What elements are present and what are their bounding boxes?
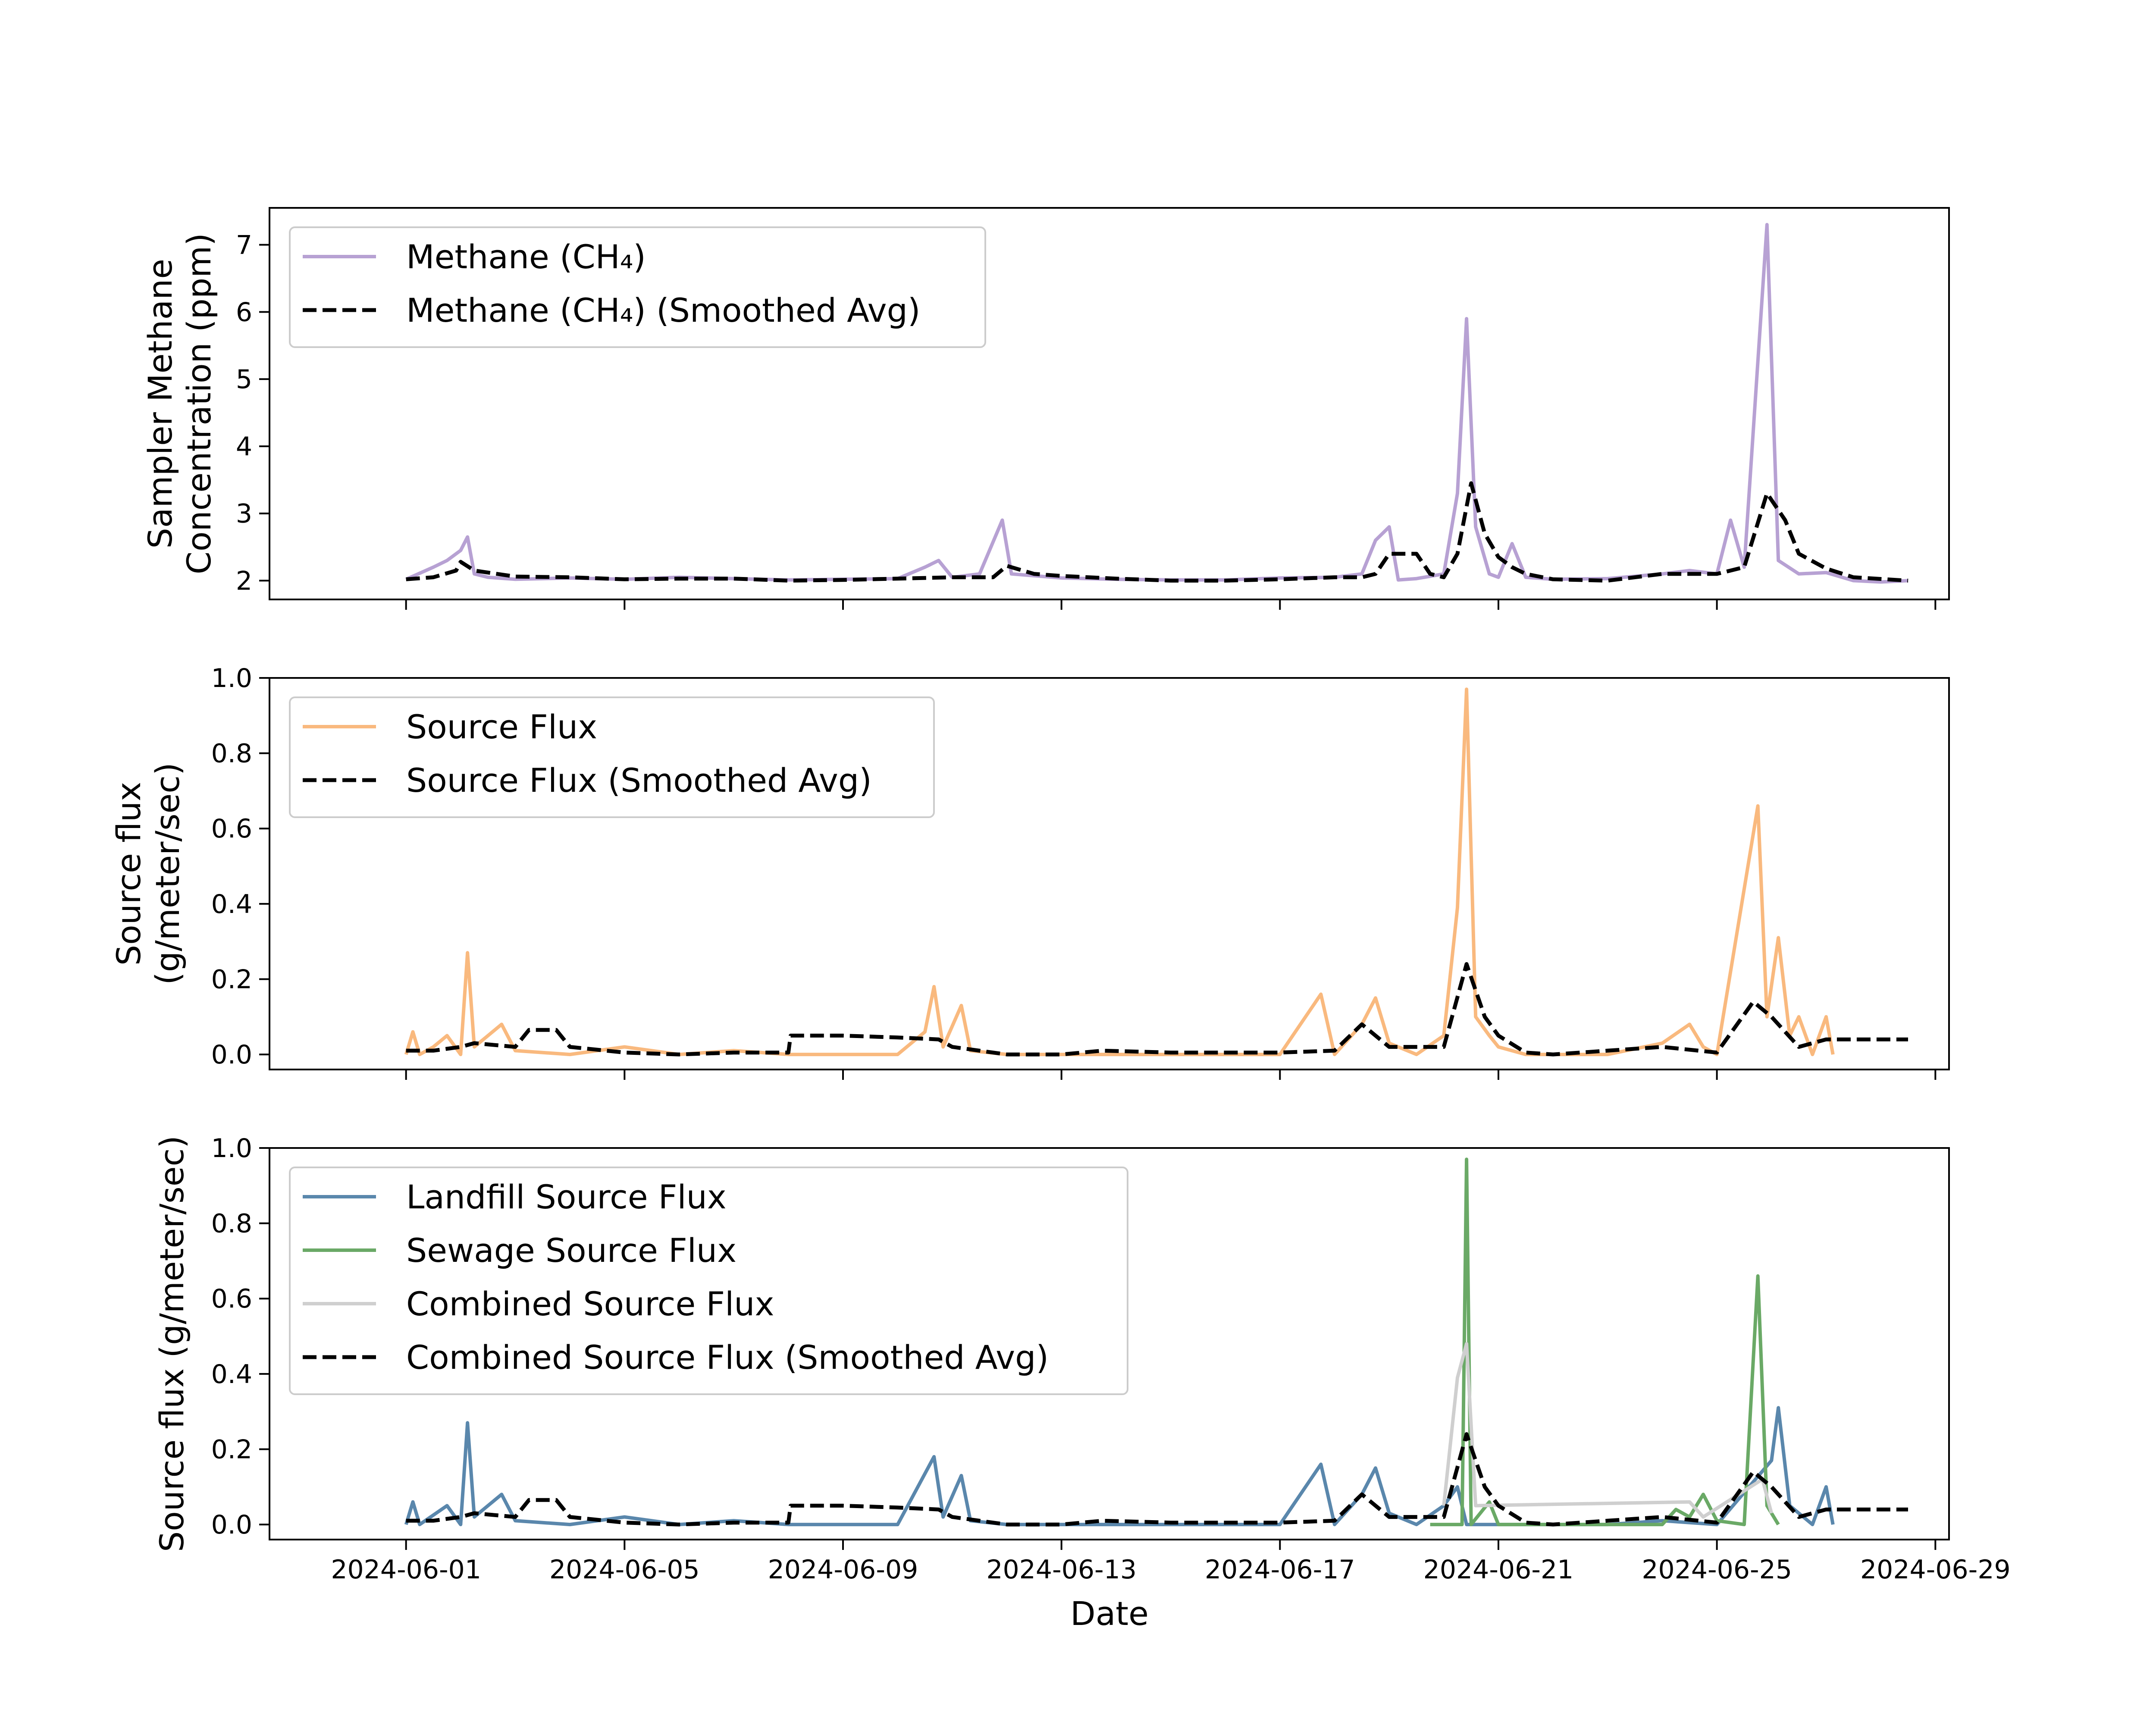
series-group bbox=[404, 687, 1908, 1057]
legend: Landfill Source Flux Sewage Source Flux Co… bbox=[289, 1167, 1128, 1395]
y-tick-label: 7 bbox=[236, 230, 252, 260]
y-tick-label: 0.2 bbox=[211, 1434, 252, 1465]
series-group bbox=[405, 223, 1908, 584]
plot-frame bbox=[269, 1147, 1950, 1540]
legend-frame bbox=[289, 226, 986, 348]
legend-label: Methane (CH₄) (Smoothed Avg) bbox=[406, 291, 921, 329]
legend: Methane (CH₄) Methane (CH₄) (Smoothed Avg… bbox=[289, 226, 986, 348]
y-tick-label: 4 bbox=[236, 432, 252, 462]
legend-label: Source Flux (Smoothed Avg) bbox=[406, 761, 872, 800]
y-tick-label: 0.4 bbox=[211, 889, 252, 919]
y-tick-label: 2 bbox=[236, 566, 252, 596]
x-tick-label: 2024-06-21 bbox=[1423, 1555, 1574, 1585]
y-tick-label: 3 bbox=[236, 499, 252, 529]
y-tick-label: 0.8 bbox=[211, 739, 252, 769]
x-tick-label: 2024-06-13 bbox=[986, 1555, 1137, 1585]
series-line-combined bbox=[1442, 1342, 1774, 1519]
legend: Source Flux Source Flux (Smoothed Avg) bbox=[289, 696, 935, 818]
legend-frame bbox=[289, 1167, 1128, 1395]
panel-3: 0.0 0.2 0.4 0.6 0.8 1.0 Source flux (g/meter/s… bbox=[153, 1133, 2011, 1585]
y-tick-label: 0.2 bbox=[211, 964, 252, 994]
y-tick-label: 0.0 bbox=[211, 1040, 252, 1070]
legend-frame bbox=[289, 696, 935, 818]
y-tick-label: 0.6 bbox=[211, 1284, 252, 1314]
y-tick-label: 6 bbox=[236, 297, 252, 327]
series-line-smoothed bbox=[406, 481, 1908, 583]
series-line-smoothed bbox=[406, 1432, 1908, 1527]
series-line-sewage bbox=[1430, 1157, 1780, 1527]
panel-2: 0.0 0.2 0.4 0.6 0.8 1.0 Source flux (g/meter/se… bbox=[110, 663, 1950, 1080]
x-tick-label: 2024-06-09 bbox=[768, 1555, 918, 1585]
y-tick-label: 0.0 bbox=[211, 1510, 252, 1540]
x-tick-label: 2024-06-05 bbox=[549, 1555, 700, 1585]
legend-label: Sewage Source Flux bbox=[406, 1231, 736, 1270]
legend-label: Source Flux bbox=[406, 708, 597, 746]
x-tick-label: 2024-06-17 bbox=[1205, 1555, 1355, 1585]
x-tick-label: 2024-06-25 bbox=[1642, 1555, 1792, 1585]
series-line-smoothed bbox=[406, 962, 1908, 1057]
y-axis-label: Concentration (ppm) bbox=[180, 233, 218, 574]
y-tick-label: 5 bbox=[236, 364, 252, 395]
x-axis-label: Date bbox=[1070, 1594, 1149, 1633]
legend-label: Combined Source Flux bbox=[406, 1285, 774, 1323]
legend-label: Methane (CH₄) bbox=[406, 238, 646, 276]
plot-frame bbox=[269, 677, 1950, 1070]
plot-frame bbox=[269, 207, 1950, 600]
y-tick-label: 0.4 bbox=[211, 1359, 252, 1389]
x-tick-label: 2024-06-29 bbox=[1860, 1555, 2011, 1585]
series-line-landfill bbox=[404, 1406, 1835, 1527]
y-tick-label: 0.6 bbox=[211, 814, 252, 844]
legend-label: Combined Source Flux (Smoothed Avg) bbox=[406, 1338, 1049, 1377]
y-tick-label: 1.0 bbox=[211, 1133, 252, 1164]
panel-1: 2 3 4 5 6 7 Sampler Methane Concentration (ppm)… bbox=[141, 207, 1950, 610]
y-axis-label: Sampler Methane bbox=[141, 259, 179, 549]
series-group bbox=[404, 1157, 1908, 1527]
y-tick-label: 0.8 bbox=[211, 1209, 252, 1239]
y-axis-label: Source flux (g/meter/sec) bbox=[153, 1135, 191, 1552]
y-axis-label: Source flux bbox=[110, 782, 148, 966]
x-tick-label: 2024-06-01 bbox=[331, 1555, 481, 1585]
y-tick-label: 1.0 bbox=[211, 663, 252, 693]
legend-label: Landfill Source Flux bbox=[406, 1178, 727, 1216]
y-axis-label: (g/meter/sec) bbox=[148, 762, 187, 985]
